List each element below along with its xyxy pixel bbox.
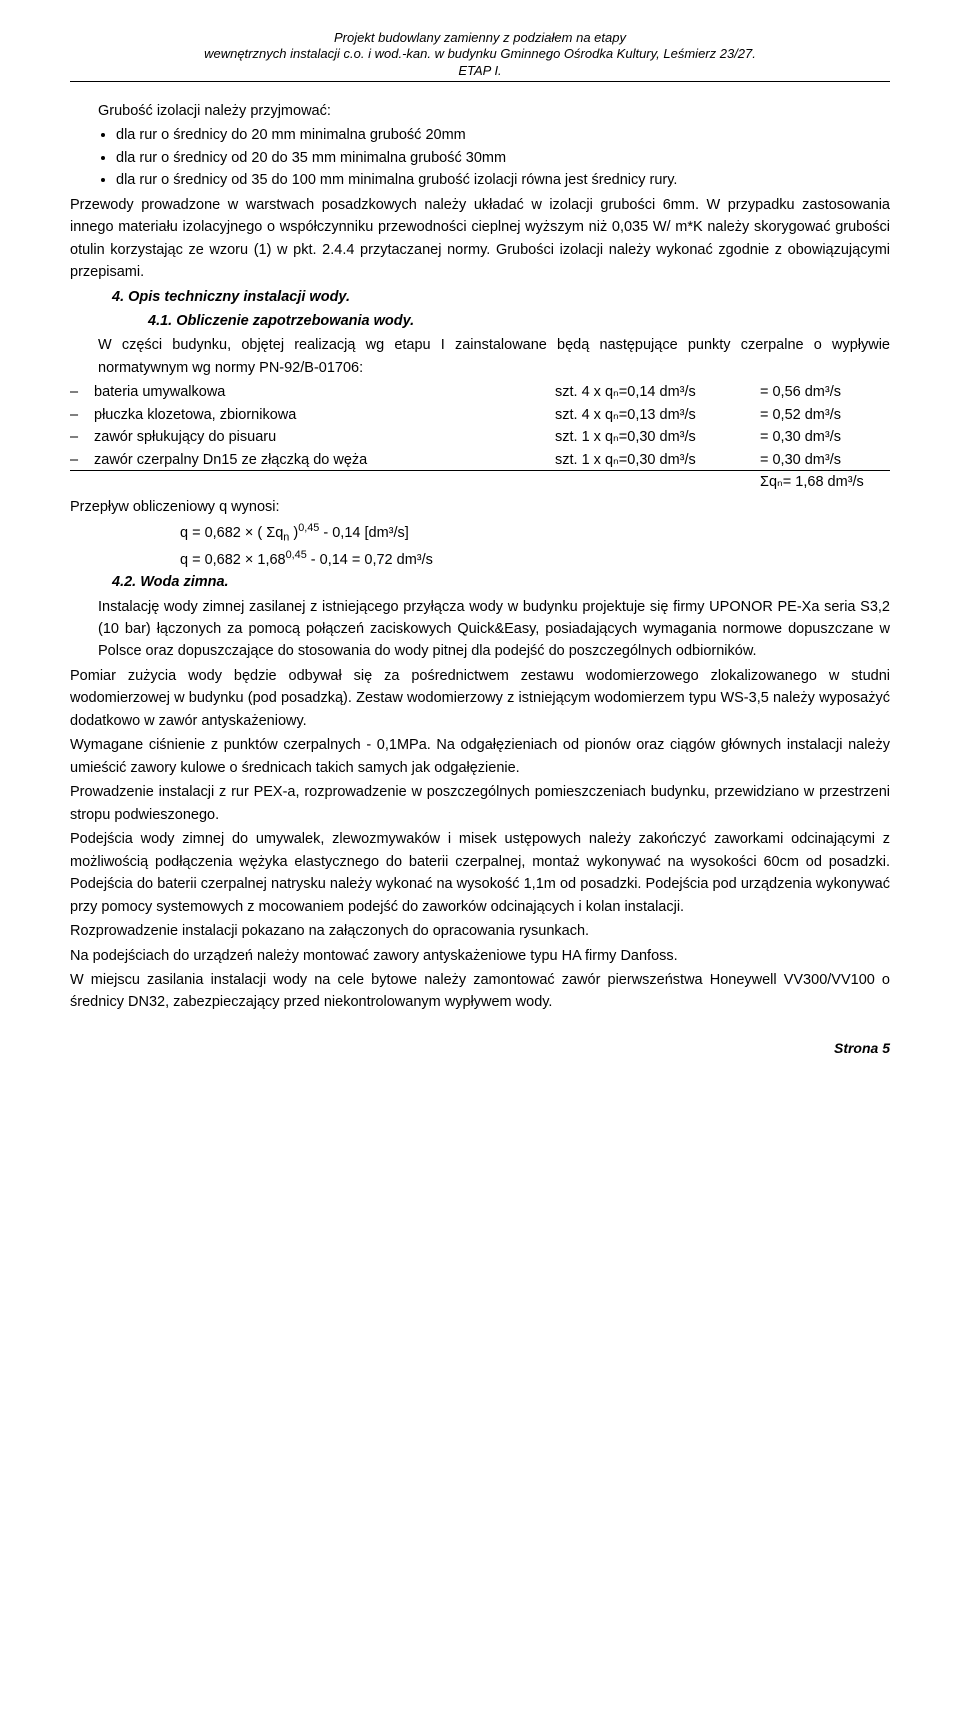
fixture-list: – bateria umywalkowa szt. 4 x qₙ=0,14 dm… [70, 381, 890, 493]
sup-045: 0,45 [286, 549, 307, 561]
formula-part: q = 0,682 × 1,68 [180, 552, 286, 568]
paragraph: Podejścia wody zimnej do umywalek, zlewo… [70, 828, 890, 918]
header-line-2: wewnętrznych instalacji c.o. i wod.-kan.… [70, 46, 890, 62]
sigma-value: Σqₙ= 1,68 dm³/s [760, 471, 890, 493]
paragraph: W miejscu zasilania instalacji wody na c… [70, 969, 890, 1014]
fixture-row: – zawór spłukujący do pisuaru szt. 1 x q… [70, 426, 890, 448]
header-line-3: ETAP I. [70, 63, 890, 79]
paragraph: Przewody prowadzone w warstwach posadzko… [70, 194, 890, 284]
formula-part: ) [289, 525, 298, 541]
dash-icon: – [70, 426, 94, 448]
formula-part: q = 0,682 × ( Σq [180, 525, 283, 541]
paragraph-4-1: W części budynku, objętej realizacją wg … [70, 334, 890, 379]
section-4-2-heading: 4.2. Woda zimna. [70, 571, 890, 593]
fixture-mid: szt. 4 x qₙ=0,14 dm³/s [555, 381, 760, 403]
formula-1: q = 0,682 × ( Σqn )0,45 - 0,14 [dm³/s] [180, 520, 890, 547]
paragraph: Pomiar zużycia wody będzie odbywał się z… [70, 665, 890, 732]
blank [94, 471, 555, 493]
bullet-item: dla rur o średnicy do 20 mm minimalna gr… [116, 124, 890, 146]
dash-icon: – [70, 404, 94, 426]
bullet-item: dla rur o średnicy od 20 do 35 mm minima… [116, 147, 890, 169]
section-4-1-heading: 4.1. Obliczenie zapotrzebowania wody. [70, 310, 890, 332]
fixture-right: = 0,56 dm³/s [760, 381, 890, 403]
sigma-row: Σqₙ= 1,68 dm³/s [70, 470, 890, 493]
sup-045: 0,45 [298, 522, 319, 534]
fixture-mid: szt. 4 x qₙ=0,13 dm³/s [555, 404, 760, 426]
body: Grubość izolacji należy przyjmować: dla … [70, 100, 890, 1014]
formula-part: - 0,14 = 0,72 dm³/s [307, 552, 433, 568]
paragraph: Prowadzenie instalacji z rur PEX-a, rozp… [70, 781, 890, 826]
fixture-row: – płuczka klozetowa, zbiornikowa szt. 4 … [70, 404, 890, 426]
fixture-mid: szt. 1 x qₙ=0,30 dm³/s [555, 426, 760, 448]
fixture-row: – zawór czerpalny Dn15 ze złączką do węż… [70, 449, 890, 471]
bullet-list: dla rur o średnicy do 20 mm minimalna gr… [98, 124, 890, 191]
page-footer: Strona 5 [70, 1040, 890, 1056]
fixture-label: zawór czerpalny Dn15 ze złączką do węża [94, 449, 555, 471]
paragraph: Na podejściach do urządzeń należy montow… [70, 945, 890, 967]
paragraph: Wymagane ciśnienie z punktów czerpalnych… [70, 734, 890, 779]
page-header: Projekt budowlany zamienny z podziałem n… [70, 30, 890, 82]
fixture-right: = 0,30 dm³/s [760, 426, 890, 448]
paragraph: Rozprowadzenie instalacji pokazano na za… [70, 920, 890, 942]
fixture-right: = 0,30 dm³/s [760, 449, 890, 471]
section-4-heading: 4. Opis techniczny instalacji wody. [70, 286, 890, 308]
blank [70, 471, 94, 493]
header-line-1: Projekt budowlany zamienny z podziałem n… [70, 30, 890, 46]
paragraph: Instalację wody zimnej zasilanej z istni… [70, 596, 890, 663]
fixture-right: = 0,52 dm³/s [760, 404, 890, 426]
dash-icon: – [70, 449, 94, 471]
fixture-mid: szt. 1 x qₙ=0,30 dm³/s [555, 449, 760, 471]
blank [555, 471, 760, 493]
fixture-label: płuczka klozetowa, zbiornikowa [94, 404, 555, 426]
intro-line: Grubość izolacji należy przyjmować: [70, 100, 890, 122]
fixture-label: zawór spłukujący do pisuaru [94, 426, 555, 448]
formula-part: - 0,14 [dm³/s] [319, 525, 408, 541]
formula-block: q = 0,682 × ( Σqn )0,45 - 0,14 [dm³/s] q… [70, 520, 890, 571]
fixture-row: – bateria umywalkowa szt. 4 x qₙ=0,14 dm… [70, 381, 890, 403]
flow-line: Przepływ obliczeniowy q wynosi: [70, 496, 890, 518]
formula-2: q = 0,682 × 1,680,45 - 0,14 = 0,72 dm³/s [180, 547, 890, 571]
page: Projekt budowlany zamienny z podziałem n… [0, 0, 960, 1086]
dash-icon: – [70, 381, 94, 403]
bullet-item: dla rur o średnicy od 35 do 100 mm minim… [116, 169, 890, 191]
fixture-label: bateria umywalkowa [94, 381, 555, 403]
